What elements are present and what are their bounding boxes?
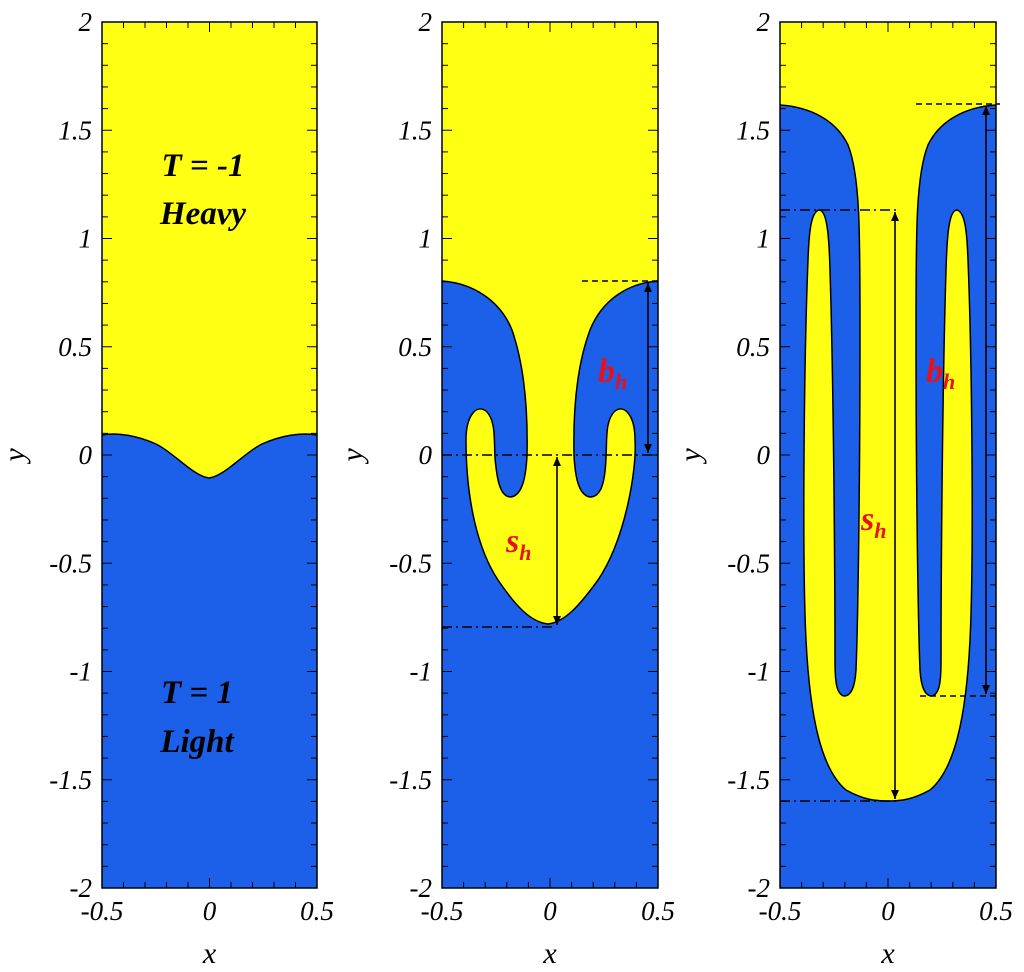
panel-3-annotations: bh sh (780, 103, 1000, 802)
x-tick-label: 0 (881, 896, 895, 926)
panel-2-axes: 21.510.50-0.5-1-1.5-2-0.5 0 0.5xy (336, 7, 675, 970)
y-tick-label: -0.5 (49, 548, 92, 578)
y-tick-label: 1 (419, 224, 433, 254)
y-tick-label: 0.5 (736, 332, 770, 362)
y-tick-label: 0 (419, 440, 433, 470)
y-tick-label: 2 (757, 7, 771, 37)
y-tick-label: 1.5 (736, 115, 770, 145)
y-tick-label: 1 (79, 224, 93, 254)
bubble-height-label: bh (926, 353, 955, 394)
x-axis-title: x (880, 937, 895, 970)
y-tick-label: -1.5 (389, 765, 432, 795)
y-tick-label: 0 (79, 440, 93, 470)
panel-2-annotations: bh sh (442, 280, 662, 628)
panel-1-plot-area (101, 22, 318, 888)
heavy-fluid-label: Heavy (159, 196, 246, 232)
y-tick-label: -1.5 (727, 765, 770, 795)
y-tick-label: 1.5 (398, 115, 432, 145)
x-tick-label: 0 (543, 896, 557, 926)
x-tick-label: 0.5 (979, 896, 1013, 926)
heavy-fluid-region (102, 22, 317, 478)
y-tick-label: -1 (748, 657, 771, 687)
x-tick-label: -0.5 (759, 896, 802, 926)
fluid-interface (101, 433, 318, 479)
y-tick-label: -0.5 (389, 548, 432, 578)
spike-depth-label: sh (860, 501, 886, 543)
y-tick-label: 0.5 (58, 332, 92, 362)
heavy-fluid-region (442, 22, 658, 624)
y-tick-label: 1.5 (58, 115, 92, 145)
x-tick-label: -0.5 (81, 896, 124, 926)
y-tick-label: -1.5 (49, 765, 92, 795)
y-tick-label: 1 (757, 224, 771, 254)
y-tick-label: -1 (410, 657, 433, 687)
y-axis-title: y (336, 448, 369, 465)
y-tick-label: -2 (410, 873, 433, 903)
panel-3-axes: 21.510.50-0.5-1-1.5-2-0.5 0 0.5xy (674, 7, 1013, 970)
x-axis-title: x (542, 937, 557, 970)
heavy-fluid-region (780, 22, 996, 801)
y-axis-title: y (0, 448, 31, 465)
heavy-temperature-label: T = -1 (162, 148, 245, 184)
light-temperature-label: T = 1 (161, 675, 233, 711)
y-tick-label: -1 (70, 657, 93, 687)
panel-3-plot-area (779, 22, 997, 888)
bubble-height-label: bh (598, 353, 627, 394)
y-axis-title: y (674, 448, 707, 465)
y-tick-label: 2 (79, 7, 93, 37)
panel-1: T = -1 Heavy T = 1 Light 2 1.5 1 0.5 0 -0.5 -1… (0, 7, 334, 970)
light-fluid-label: Light (159, 724, 234, 760)
panel-2: bh sh 21.510.50-0.5-1-1.5-2-0.5 0 0.5xy (336, 7, 675, 970)
y-tick-label: 2 (419, 7, 433, 37)
x-tick-label: 0 (203, 896, 217, 926)
x-tick-label: 0.5 (641, 896, 675, 926)
x-axis-title: x (202, 937, 217, 970)
y-tick-label: 0.5 (398, 332, 432, 362)
y-tick-label: -2 (70, 873, 93, 903)
y-tick-label: -0.5 (727, 548, 770, 578)
x-tick-label: 0.5 (300, 896, 334, 926)
y-tick-label: 0 (757, 440, 771, 470)
y-tick-label: -2 (748, 873, 771, 903)
panel-3: bh sh 21.510.50-0.5-1-1.5-2-0.5 0 0.5xy (674, 7, 1013, 970)
spike-depth-label: sh (505, 523, 531, 565)
panel-1-axes: 21.510.50-0.5-1-1.5-2-0.5 0 0.5xy (0, 7, 334, 970)
x-tick-label: -0.5 (421, 896, 464, 926)
fluid-interface (441, 280, 659, 625)
